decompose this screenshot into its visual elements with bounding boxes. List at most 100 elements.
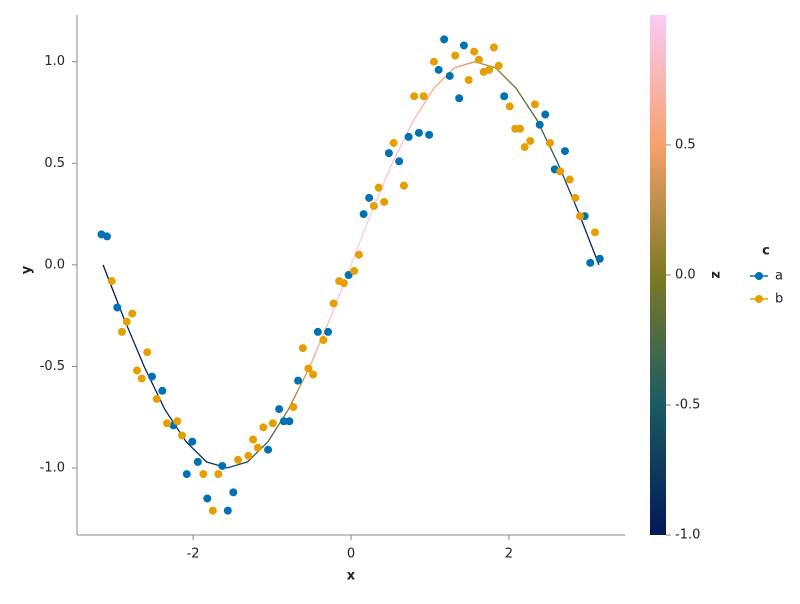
point [339, 279, 348, 288]
point [425, 130, 434, 139]
point [380, 197, 389, 206]
point [178, 431, 187, 440]
point [434, 65, 443, 74]
point [214, 470, 223, 479]
point [329, 299, 338, 308]
point [494, 61, 503, 70]
y-tick-label: -0.5 [40, 359, 65, 374]
point [535, 120, 544, 129]
point [545, 138, 554, 147]
point [410, 92, 419, 101]
point [455, 94, 464, 103]
point [595, 254, 604, 263]
point [359, 210, 368, 219]
point [459, 41, 468, 50]
point [103, 232, 112, 241]
colorbar-tick-label: 0.5 [675, 138, 696, 153]
point [389, 138, 398, 147]
colorbar [650, 15, 666, 535]
point [264, 445, 273, 454]
point [319, 336, 328, 344]
colorbar-tick-label: 0.0 [675, 268, 696, 283]
colorbar-tick-label: -1.0 [675, 528, 700, 543]
point [193, 457, 202, 466]
point [234, 455, 243, 464]
x-tick-label: -2 [187, 547, 200, 562]
point [464, 76, 473, 84]
point [440, 35, 449, 44]
point [344, 271, 353, 279]
point [289, 403, 298, 412]
legend-marker [755, 295, 763, 303]
point [107, 277, 116, 286]
point [208, 506, 217, 515]
point [414, 128, 423, 137]
colorbar-label: z [709, 271, 724, 279]
point [268, 419, 277, 428]
point [590, 228, 599, 237]
legend-label: a [775, 269, 783, 284]
point [285, 417, 294, 426]
y-tick-label: 0.0 [44, 257, 65, 272]
point [374, 183, 383, 192]
point [182, 470, 191, 479]
point [223, 506, 232, 515]
point [530, 100, 539, 109]
point [113, 303, 122, 312]
point [485, 65, 494, 74]
point [419, 92, 428, 101]
point [395, 157, 404, 166]
x-axis-label: x [347, 569, 356, 584]
point [253, 443, 262, 452]
point [249, 435, 258, 444]
point [188, 437, 197, 446]
point [229, 488, 238, 497]
point [429, 57, 438, 66]
point [505, 102, 514, 111]
point [474, 55, 483, 64]
y-axis-label: y [20, 265, 35, 274]
y-tick-label: 0.5 [44, 156, 65, 171]
point [122, 317, 131, 326]
point [565, 175, 574, 184]
point [384, 149, 393, 158]
legend-label: b [775, 292, 783, 307]
point [218, 461, 227, 470]
y-tick-label: 1.0 [44, 54, 65, 69]
point [541, 110, 550, 119]
point [399, 181, 408, 190]
point [520, 143, 529, 152]
point [560, 147, 569, 156]
point [470, 47, 479, 56]
point [158, 386, 167, 395]
colorbar-tick-label: -0.5 [675, 398, 700, 413]
legend-marker [755, 272, 763, 280]
point [259, 423, 268, 432]
point [244, 451, 253, 460]
point [163, 419, 172, 428]
point [298, 344, 307, 353]
point [515, 124, 524, 133]
point [275, 405, 284, 414]
point [313, 327, 322, 336]
point [304, 364, 313, 373]
point [404, 132, 413, 141]
point [571, 193, 580, 202]
y-tick-label: -1.0 [40, 460, 65, 475]
point [575, 212, 584, 221]
point [294, 376, 303, 385]
point [350, 266, 359, 275]
point [526, 136, 535, 145]
point [199, 470, 208, 479]
point [324, 327, 333, 336]
point [137, 374, 146, 383]
point [445, 71, 454, 80]
x-tick-label: 2 [505, 547, 513, 562]
point [489, 43, 498, 52]
point [309, 370, 318, 379]
point [128, 309, 137, 318]
point [365, 193, 374, 202]
point [148, 372, 157, 381]
point [173, 417, 182, 426]
